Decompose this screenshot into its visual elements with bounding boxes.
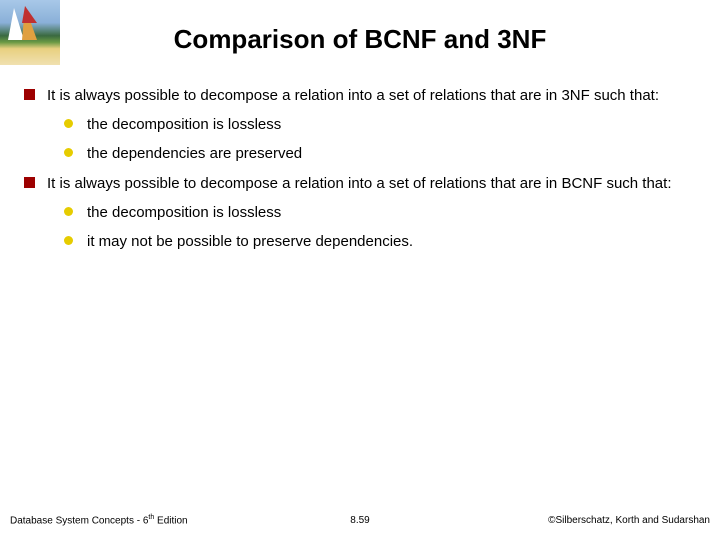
bullet-text: the decomposition is lossless bbox=[87, 203, 281, 222]
bullet-text: It is always possible to decompose a rel… bbox=[47, 174, 672, 193]
bullet-level2: the decomposition is lossless bbox=[64, 115, 692, 134]
dot-bullet-icon bbox=[64, 148, 73, 157]
slide-title: Comparison of BCNF and 3NF bbox=[0, 24, 720, 55]
slide: { "title": "Comparison of BCNF and 3NF",… bbox=[0, 0, 720, 540]
dot-bullet-icon bbox=[64, 119, 73, 128]
bullet-text: the dependencies are preserved bbox=[87, 144, 302, 163]
dot-bullet-icon bbox=[64, 236, 73, 245]
bullet-level1: It is always possible to decompose a rel… bbox=[24, 174, 692, 193]
footer-left-pre: Database System Concepts - 6 bbox=[10, 515, 148, 526]
footer-right: ©Silberschatz, Korth and Sudarshan bbox=[548, 515, 710, 526]
bullet-level1: It is always possible to decompose a rel… bbox=[24, 86, 692, 105]
square-bullet-icon bbox=[24, 89, 35, 100]
bullet-text: it may not be possible to preserve depen… bbox=[87, 232, 413, 251]
bullet-level2: the decomposition is lossless bbox=[64, 203, 692, 222]
bullet-level2: the dependencies are preserved bbox=[64, 144, 692, 163]
dot-bullet-icon bbox=[64, 207, 73, 216]
bullet-level2: it may not be possible to preserve depen… bbox=[64, 232, 692, 251]
footer-left: Database System Concepts - 6th Edition bbox=[10, 514, 188, 526]
footer-center: 8.59 bbox=[350, 515, 369, 526]
bullet-text: the decomposition is lossless bbox=[87, 115, 281, 134]
slide-content: It is always possible to decompose a rel… bbox=[24, 86, 692, 261]
bullet-text: It is always possible to decompose a rel… bbox=[47, 86, 659, 105]
footer-left-post: Edition bbox=[154, 515, 187, 526]
square-bullet-icon bbox=[24, 177, 35, 188]
